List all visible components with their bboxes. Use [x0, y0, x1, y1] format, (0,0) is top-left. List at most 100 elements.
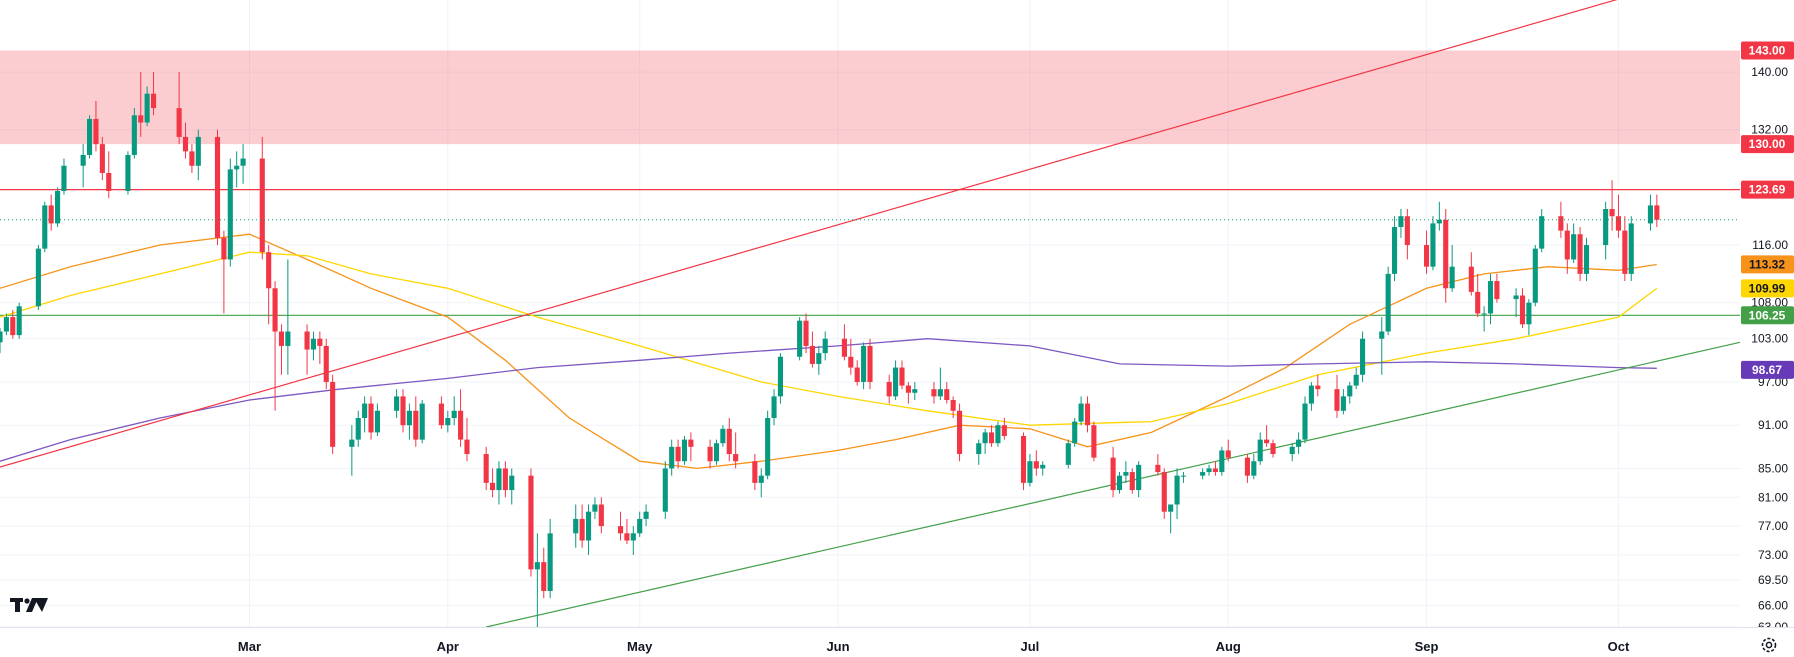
candle-body — [1628, 223, 1634, 274]
candle-body — [1513, 295, 1519, 300]
candle — [944, 381, 950, 404]
candle-body — [1168, 504, 1174, 512]
candle-body — [131, 115, 137, 155]
candle — [912, 381, 918, 400]
candle — [490, 468, 496, 498]
candle-body — [598, 504, 604, 527]
time-axis[interactable]: Mar Apr May Jun Jul Aug Sep Oct — [0, 627, 1794, 657]
price-badge-bg — [1741, 180, 1794, 199]
candle — [234, 151, 240, 188]
candle-body — [394, 396, 400, 411]
candle — [1481, 306, 1487, 332]
candle-body — [1200, 472, 1206, 476]
candle-body — [1539, 216, 1545, 249]
candle — [304, 324, 310, 375]
candle-body — [144, 93, 150, 123]
candle — [1379, 317, 1385, 375]
candle — [317, 331, 323, 364]
candle-body — [458, 410, 464, 440]
candle — [1468, 252, 1474, 296]
price-badge-label: 130.00 — [1749, 137, 1786, 151]
price-badge-ma-yellow: 109.99 — [1741, 279, 1794, 298]
candle-body — [1449, 266, 1455, 289]
candle — [1072, 418, 1078, 447]
candle-body — [905, 385, 911, 393]
candle-body — [176, 108, 182, 137]
price-axis[interactable]: 63.0066.0069.5073.0077.0081.0085.0091.00… — [1741, 0, 1794, 657]
time-tick-label: Jun — [826, 639, 849, 654]
candle-body — [637, 518, 643, 534]
candle-body — [1526, 302, 1532, 325]
price-badge-bg — [1741, 135, 1794, 154]
settings-gear-icon[interactable] — [1761, 637, 1777, 653]
candle — [1487, 273, 1494, 325]
candle-body — [490, 482, 496, 491]
candle-body — [182, 136, 189, 152]
candle-body — [1423, 245, 1430, 267]
candle-body — [419, 403, 425, 440]
candle-body — [1072, 421, 1078, 444]
price-tick-label: 77.00 — [1758, 519, 1788, 533]
candle-body — [1244, 457, 1250, 476]
candle-body — [1161, 472, 1167, 512]
candle-body — [1334, 389, 1340, 411]
candle-body — [150, 93, 157, 109]
candle-body — [1430, 223, 1436, 267]
candle — [182, 122, 189, 159]
candle — [496, 461, 502, 505]
candle — [406, 403, 412, 440]
candle — [1564, 223, 1570, 274]
tradingview-logo-icon[interactable] — [10, 598, 48, 612]
candle-body — [585, 511, 592, 541]
candle — [1315, 374, 1321, 397]
candle — [138, 72, 144, 137]
candle-body — [1251, 461, 1257, 476]
candle-body — [617, 526, 624, 534]
candle-body — [80, 154, 86, 166]
candle — [816, 345, 822, 375]
time-tick-label: Mar — [238, 639, 261, 654]
candle-body — [1360, 338, 1366, 375]
candle — [643, 504, 649, 527]
candle — [1513, 288, 1519, 318]
candle — [547, 518, 553, 599]
candle — [106, 151, 112, 199]
candle — [1027, 454, 1033, 487]
candle-body — [0, 331, 3, 343]
candle — [1200, 468, 1206, 480]
candle — [1539, 209, 1545, 253]
candle — [1219, 446, 1225, 476]
candle — [464, 418, 470, 462]
candle — [534, 533, 540, 627]
candle-body — [1129, 472, 1135, 491]
candle — [1583, 237, 1590, 282]
candle-body — [1564, 230, 1570, 260]
candle — [355, 410, 361, 447]
resistance-zone — [0, 50, 1740, 145]
candle — [707, 439, 713, 469]
candle-body — [48, 205, 54, 224]
candle — [1430, 216, 1436, 271]
candle-body — [349, 439, 355, 447]
time-axis-bg — [0, 627, 1794, 657]
candle-body — [259, 158, 265, 253]
candle-body — [138, 115, 144, 123]
price-badge-resistance-line: 123.69 — [1741, 180, 1794, 199]
candle-body — [1270, 443, 1276, 455]
candle-body — [1340, 396, 1346, 411]
candle — [758, 468, 764, 498]
candle-body — [310, 338, 317, 350]
candle — [1647, 194, 1653, 231]
candle-body — [1481, 313, 1487, 315]
price-badge-bg — [1741, 41, 1794, 60]
candle — [285, 259, 291, 375]
candle — [1270, 439, 1276, 458]
candle-body — [995, 425, 1001, 444]
candle — [150, 72, 157, 116]
candle — [777, 353, 783, 404]
candle-body — [816, 353, 822, 364]
candle — [598, 497, 604, 534]
candle — [1654, 194, 1660, 228]
candle-body — [643, 511, 649, 519]
